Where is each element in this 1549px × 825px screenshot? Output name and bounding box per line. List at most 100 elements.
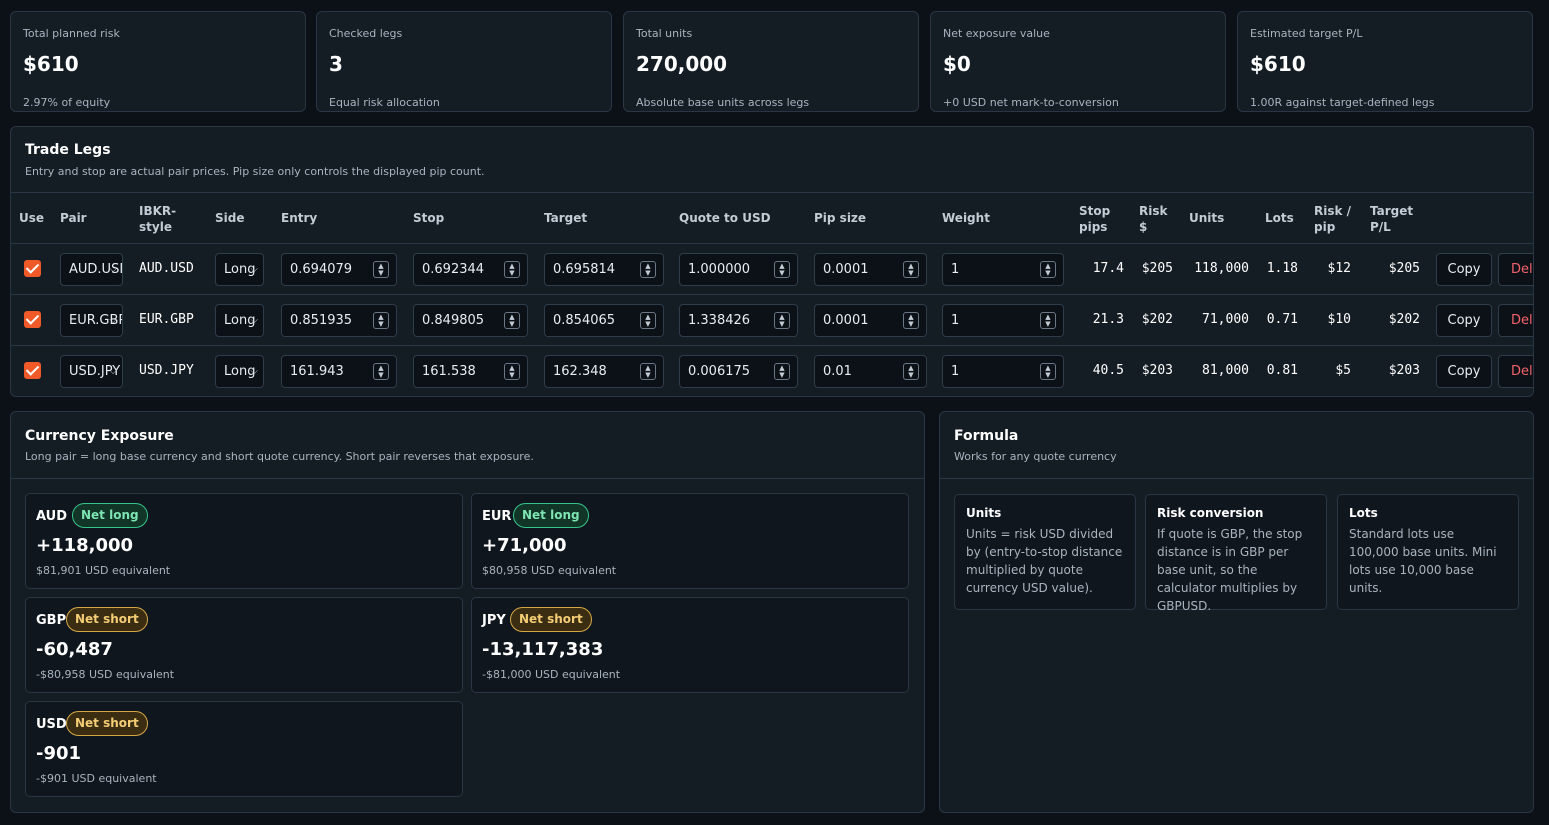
lots-value: 0.71 bbox=[1266, 312, 1298, 327]
units-value: 118,000 bbox=[1194, 261, 1249, 276]
stepper-icon[interactable]: ▲ ▼ bbox=[1040, 363, 1056, 380]
entry-value: 0.694079 bbox=[290, 262, 353, 277]
entry-input[interactable]: 0.694079 ▲ ▼ bbox=[281, 253, 397, 286]
stepper-icon[interactable]: ▲ ▼ bbox=[373, 363, 389, 380]
side-select[interactable]: Long ⌵ bbox=[215, 355, 264, 388]
side-select[interactable]: Long ⌵ bbox=[215, 304, 264, 337]
delete-button[interactable]: Del bbox=[1498, 304, 1533, 337]
weight-input[interactable]: 1 ▲ ▼ bbox=[942, 355, 1064, 388]
col-header-target-pl: Target P/L bbox=[1370, 203, 1413, 235]
col-header-ibkr-line2: style bbox=[139, 220, 172, 234]
stepper-icon[interactable]: ▲ ▼ bbox=[903, 312, 919, 329]
status-badge: Net short bbox=[66, 711, 148, 736]
currency-code: USD bbox=[36, 717, 67, 732]
pair-select[interactable]: EUR.GBP ⌵ bbox=[60, 304, 123, 337]
col-header-target: Target bbox=[544, 211, 588, 225]
stat-value: 3 bbox=[329, 52, 343, 76]
exposure-card-usd: USD Net short -901 -$901 USD equivalent bbox=[25, 701, 463, 797]
target-pl-value: $203 bbox=[1388, 363, 1420, 378]
pair-select[interactable]: AUD.USD⌵ bbox=[60, 253, 123, 286]
trade-leg-row: EUR.GBP ⌵ EUR.GBP Long ⌵ 0.851935 ▲ ▼ 0.8498… bbox=[11, 294, 1533, 345]
side-select-value: Long bbox=[224, 262, 256, 277]
trade-legs-panel: Trade Legs Entry and stop are actual pai… bbox=[10, 126, 1534, 397]
stat-sub: 2.97% of equity bbox=[23, 96, 111, 109]
side-select[interactable]: Long ⌵ bbox=[215, 253, 264, 286]
stepper-icon[interactable]: ▲ ▼ bbox=[640, 261, 656, 278]
stepper-icon[interactable]: ▲ ▼ bbox=[774, 363, 790, 380]
col-header-use: Use bbox=[19, 211, 45, 225]
target-value: 0.854065 bbox=[553, 313, 616, 328]
use-checkbox[interactable] bbox=[24, 362, 41, 379]
pip-size-input[interactable]: 0.0001 ▲ ▼ bbox=[814, 304, 927, 337]
stepper-icon[interactable]: ▲ ▼ bbox=[373, 261, 389, 278]
weight-input[interactable]: 1 ▲ ▼ bbox=[942, 304, 1064, 337]
use-checkbox[interactable] bbox=[24, 311, 41, 328]
stepper-icon[interactable]: ▲ ▼ bbox=[1040, 312, 1056, 329]
delete-button[interactable]: Del bbox=[1498, 355, 1533, 388]
entry-input[interactable]: 0.851935 ▲ ▼ bbox=[281, 304, 397, 337]
stat-value: $0 bbox=[943, 52, 971, 76]
usd-equivalent: $80,958 USD equivalent bbox=[482, 564, 617, 577]
use-checkbox[interactable] bbox=[24, 260, 41, 277]
status-badge: Net short bbox=[510, 607, 592, 632]
formula-card-risk-conversion: Risk conversion If quote is GBP, the sto… bbox=[1145, 494, 1327, 613]
chevron-down-icon: ⌵ bbox=[250, 264, 258, 275]
col-header-target-pl-line1: Target bbox=[1370, 204, 1414, 218]
quote-usd-input[interactable]: 0.006175 ▲ ▼ bbox=[679, 355, 798, 388]
status-badge: Net short bbox=[66, 607, 148, 632]
stop-input[interactable]: 161.538 ▲ ▼ bbox=[413, 355, 528, 388]
stepper-icon[interactable]: ▲ ▼ bbox=[1040, 261, 1056, 278]
copy-button[interactable]: Copy bbox=[1436, 355, 1492, 388]
stepper-icon[interactable]: ▲ ▼ bbox=[373, 312, 389, 329]
stepper-icon[interactable]: ▲ ▼ bbox=[504, 363, 520, 380]
risk-per-pip-value: $10 bbox=[1327, 312, 1351, 327]
copy-button[interactable]: Copy bbox=[1436, 304, 1492, 337]
delete-button[interactable]: Del bbox=[1498, 253, 1533, 286]
weight-value: 1 bbox=[951, 313, 960, 328]
exposure-value: +71,000 bbox=[482, 535, 567, 556]
units-value: 81,000 bbox=[1202, 363, 1249, 378]
col-header-risk-per-pip: Risk / pip bbox=[1314, 203, 1351, 235]
target-value: 162.348 bbox=[553, 364, 607, 379]
stepper-icon[interactable]: ▲ ▼ bbox=[903, 363, 919, 380]
stop-input[interactable]: 0.849805 ▲ ▼ bbox=[413, 304, 528, 337]
stepper-icon[interactable]: ▲ ▼ bbox=[903, 261, 919, 278]
exposure-card-gbp: GBP Net short -60,487 -$80,958 USD equiv… bbox=[25, 597, 463, 693]
stepper-icon[interactable]: ▲ ▼ bbox=[640, 363, 656, 380]
target-input[interactable]: 0.854065 ▲ ▼ bbox=[544, 304, 664, 337]
chevron-down-icon: ⌵ bbox=[250, 366, 258, 377]
panel-description: Entry and stop are actual pair prices. P… bbox=[25, 165, 485, 178]
stepper-icon[interactable]: ▲ ▼ bbox=[504, 261, 520, 278]
panel-title: Formula bbox=[954, 428, 1019, 444]
stop-pips-value: 21.3 bbox=[1092, 312, 1124, 327]
stepper-icon[interactable]: ▲ ▼ bbox=[774, 261, 790, 278]
entry-input[interactable]: 161.943 ▲ ▼ bbox=[281, 355, 397, 388]
col-header-stop: Stop bbox=[413, 211, 445, 225]
col-header-risk: Risk $ bbox=[1139, 203, 1167, 235]
target-input[interactable]: 0.695814 ▲ ▼ bbox=[544, 253, 664, 286]
quote-usd-input[interactable]: 1.000000 ▲ ▼ bbox=[679, 253, 798, 286]
quote-usd-input[interactable]: 1.338426 ▲ ▼ bbox=[679, 304, 798, 337]
col-header-ibkr-line1: IBKR- bbox=[139, 204, 177, 218]
stepper-icon[interactable]: ▲ ▼ bbox=[640, 312, 656, 329]
entry-value: 0.851935 bbox=[290, 313, 353, 328]
chevron-down-icon: ⌵ bbox=[109, 315, 117, 326]
col-header-stop-pips: Stop pips bbox=[1079, 203, 1110, 235]
pip-size-input[interactable]: 0.01 ▲ ▼ bbox=[814, 355, 927, 388]
trade-leg-row: USD.JPY ⌵ USD.JPY Long ⌵ 161.943 ▲ ▼ 161.538… bbox=[11, 345, 1533, 396]
exposure-value: +118,000 bbox=[36, 535, 134, 556]
weight-input[interactable]: 1 ▲ ▼ bbox=[942, 253, 1064, 286]
side-select-value: Long bbox=[224, 364, 256, 379]
target-input[interactable]: 162.348 ▲ ▼ bbox=[544, 355, 664, 388]
weight-value: 1 bbox=[951, 262, 960, 277]
stop-input[interactable]: 0.692344 ▲ ▼ bbox=[413, 253, 528, 286]
exposure-card-jpy: JPY Net short -13,117,383 -$81,000 USD e… bbox=[471, 597, 909, 693]
formula-card-text: Standard lots use 100,000 base units. Mi… bbox=[1349, 527, 1497, 595]
pair-select[interactable]: USD.JPY ⌵ bbox=[60, 355, 123, 388]
stepper-icon[interactable]: ▲ ▼ bbox=[774, 312, 790, 329]
pair-select-value: USD.JPY bbox=[69, 364, 121, 379]
pip-size-input[interactable]: 0.0001 ▲ ▼ bbox=[814, 253, 927, 286]
stepper-icon[interactable]: ▲ ▼ bbox=[504, 312, 520, 329]
copy-button[interactable]: Copy bbox=[1436, 253, 1492, 286]
stop-value: 161.538 bbox=[422, 364, 476, 379]
